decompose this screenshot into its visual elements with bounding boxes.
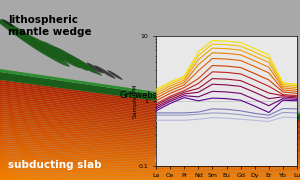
Ellipse shape (86, 63, 103, 73)
Polygon shape (0, 138, 300, 156)
Polygon shape (0, 102, 300, 134)
Polygon shape (0, 120, 300, 145)
Ellipse shape (2, 19, 14, 27)
Y-axis label: Sample/PM: Sample/PM (132, 84, 137, 118)
Ellipse shape (1, 20, 39, 44)
Polygon shape (0, 82, 300, 122)
Polygon shape (0, 178, 300, 180)
Polygon shape (0, 84, 300, 124)
Polygon shape (0, 110, 300, 139)
Polygon shape (0, 136, 300, 155)
Polygon shape (0, 92, 300, 128)
Ellipse shape (0, 18, 25, 36)
Polygon shape (0, 162, 300, 170)
Polygon shape (0, 170, 300, 175)
Polygon shape (0, 166, 300, 173)
Polygon shape (0, 144, 300, 160)
Polygon shape (0, 148, 300, 162)
Polygon shape (0, 106, 300, 137)
Text: subducting slab: subducting slab (8, 160, 102, 170)
Polygon shape (0, 112, 300, 140)
Polygon shape (0, 174, 300, 178)
Polygon shape (0, 104, 300, 136)
Ellipse shape (10, 29, 70, 67)
Polygon shape (0, 118, 300, 144)
Ellipse shape (68, 54, 102, 76)
Polygon shape (0, 122, 300, 146)
Polygon shape (0, 69, 300, 115)
Polygon shape (0, 146, 300, 161)
Ellipse shape (29, 36, 80, 68)
Text: lithospheric
mantle wedge: lithospheric mantle wedge (8, 15, 91, 37)
Polygon shape (0, 164, 300, 172)
Polygon shape (0, 80, 300, 121)
Polygon shape (0, 86, 300, 125)
Polygon shape (0, 94, 300, 130)
Polygon shape (0, 90, 300, 127)
Polygon shape (0, 132, 300, 152)
Polygon shape (0, 96, 300, 131)
Ellipse shape (107, 70, 123, 80)
Ellipse shape (54, 47, 96, 73)
Polygon shape (0, 154, 300, 166)
Polygon shape (0, 134, 300, 154)
Polygon shape (0, 142, 300, 158)
Polygon shape (0, 130, 300, 151)
Polygon shape (0, 176, 300, 179)
Polygon shape (0, 100, 300, 133)
Polygon shape (0, 72, 300, 120)
Polygon shape (0, 150, 300, 163)
Polygon shape (0, 126, 300, 149)
Polygon shape (0, 140, 300, 157)
Polygon shape (0, 172, 300, 176)
Polygon shape (0, 160, 300, 169)
Polygon shape (0, 156, 300, 167)
Polygon shape (0, 108, 300, 138)
Text: melt-peridotite reaction: melt-peridotite reaction (155, 156, 255, 165)
Polygon shape (0, 128, 300, 150)
Polygon shape (0, 158, 300, 168)
Ellipse shape (42, 41, 88, 71)
Polygon shape (0, 114, 300, 142)
Ellipse shape (94, 65, 116, 79)
Text: Grt-websterites: Grt-websterites (120, 91, 185, 100)
Polygon shape (0, 152, 300, 164)
Polygon shape (0, 88, 300, 126)
Polygon shape (0, 168, 300, 174)
Polygon shape (0, 116, 300, 143)
Polygon shape (0, 124, 300, 148)
Ellipse shape (0, 19, 64, 61)
Polygon shape (0, 98, 300, 132)
